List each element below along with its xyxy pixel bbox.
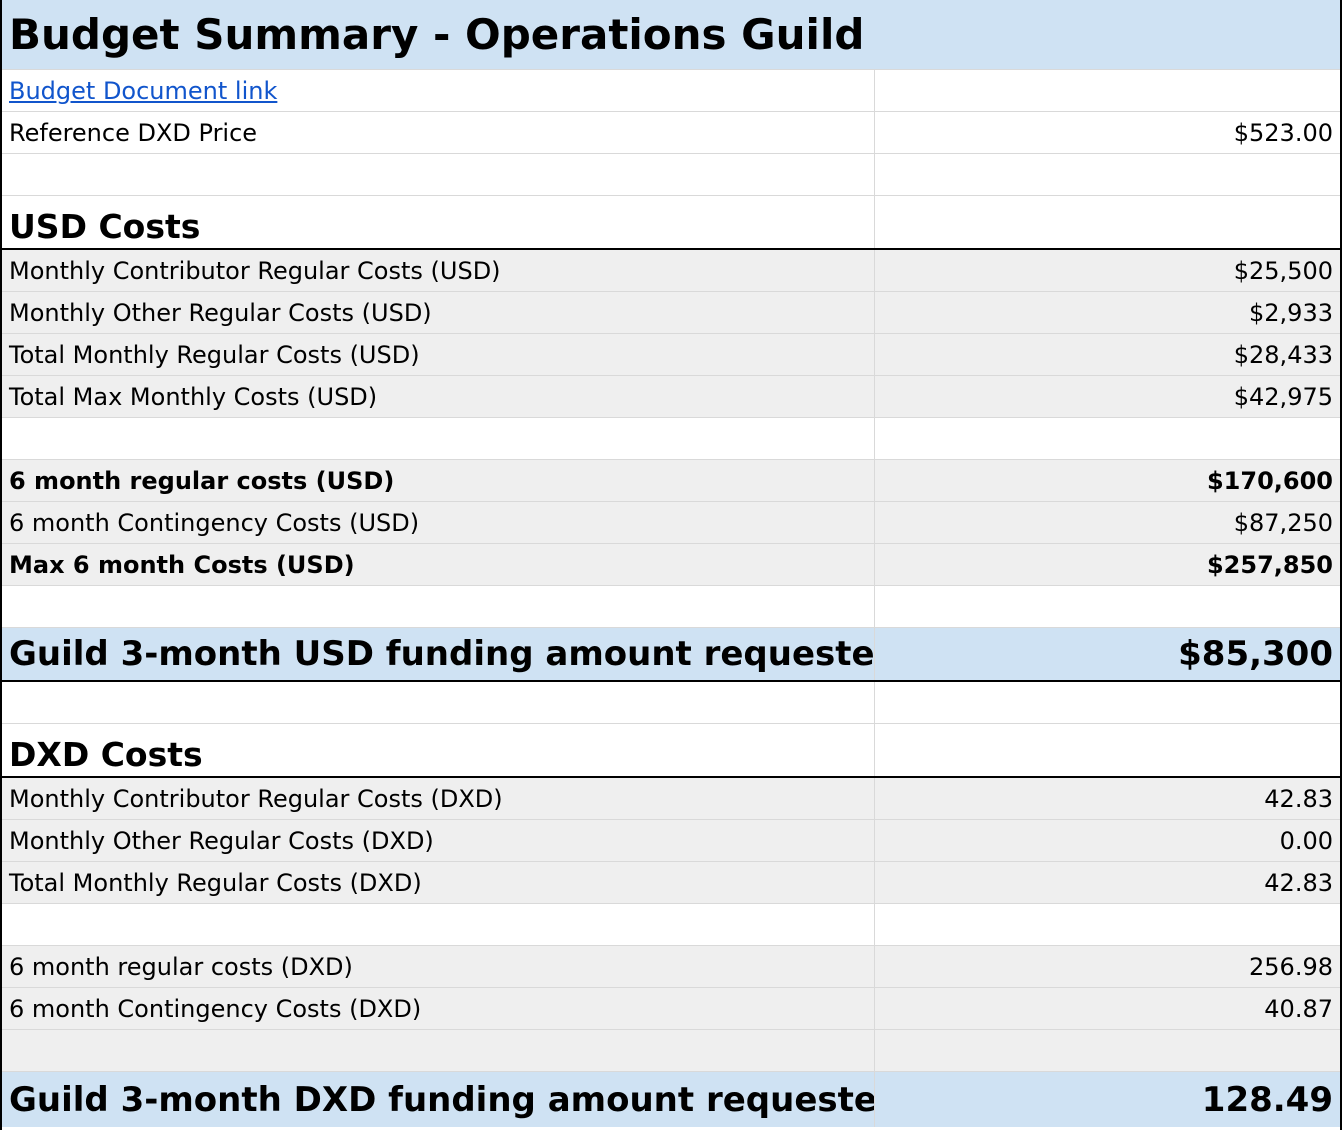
row-label: Monthly Other Regular Costs (USD) (2, 292, 875, 333)
dxd-section-header[interactable]: DXD Costs (2, 724, 1340, 778)
blank-row[interactable] (2, 586, 1340, 628)
row-label: Total Monthly Regular Costs (USD) (2, 334, 875, 375)
table-row[interactable]: 6 month Contingency Costs (USD) $87,250 (2, 502, 1340, 544)
row-value: 256.98 (1249, 952, 1333, 981)
row-label: Max 6 month Costs (USD) (2, 544, 875, 585)
table-row[interactable]: Monthly Other Regular Costs (USD) $2,933 (2, 292, 1340, 334)
ref-price-value: $523.00 (1233, 118, 1333, 147)
row-value: 0.00 (1279, 826, 1333, 855)
dxd-total-value: 128.49 (1201, 1079, 1333, 1120)
row-label: Monthly Other Regular Costs (DXD) (2, 820, 875, 861)
blank-row[interactable] (2, 682, 1340, 724)
row-value: $25,500 (1233, 256, 1333, 285)
row-value: $42,975 (1233, 382, 1333, 411)
usd-section-title: USD Costs (2, 196, 875, 248)
row-label: 6 month regular costs (DXD) (2, 946, 875, 987)
table-row[interactable]: Total Monthly Regular Costs (DXD) 42.83 (2, 862, 1340, 904)
row-value: $28,433 (1233, 340, 1333, 369)
table-row[interactable]: Total Monthly Regular Costs (USD) $28,43… (2, 334, 1340, 376)
usd-total-value: $85,300 (1178, 634, 1333, 674)
blank-row[interactable] (2, 904, 1340, 946)
table-row[interactable]: 6 month regular costs (USD) $170,600 (2, 460, 1340, 502)
row-label: Monthly Contributor Regular Costs (DXD) (2, 778, 875, 819)
dxd-total-row[interactable]: Guild 3-month DXD funding amount request… (2, 1072, 1340, 1127)
blank-row[interactable] (2, 154, 1340, 196)
row-value: $2,933 (1249, 298, 1333, 327)
budget-document-link[interactable]: Budget Document link (9, 76, 278, 105)
sheet-title: Budget Summary - Operations Guild (9, 10, 865, 59)
table-row[interactable]: Total Max Monthly Costs (USD) $42,975 (2, 376, 1340, 418)
usd-total-row[interactable]: Guild 3-month USD funding amount request… (2, 628, 1340, 682)
table-row[interactable]: Monthly Contributor Regular Costs (USD) … (2, 250, 1340, 292)
usd-total-label: Guild 3-month USD funding amount request… (2, 628, 875, 680)
table-row[interactable]: Monthly Contributor Regular Costs (DXD) … (2, 778, 1340, 820)
dxd-section-title: DXD Costs (2, 724, 875, 776)
table-row[interactable]: 6 month regular costs (DXD) 256.98 (2, 946, 1340, 988)
row-value: 40.87 (1264, 994, 1333, 1023)
ref-price-label: Reference DXD Price (2, 112, 875, 153)
usd-section-header[interactable]: USD Costs (2, 196, 1340, 250)
blank-row[interactable] (2, 1030, 1340, 1072)
row-value: $257,850 (1206, 550, 1333, 579)
title-row[interactable]: Budget Summary - Operations Guild (2, 0, 1340, 70)
row-label: 6 month Contingency Costs (USD) (2, 502, 875, 543)
doc-link-row[interactable]: Budget Document link (2, 70, 1340, 112)
ref-price-row[interactable]: Reference DXD Price $523.00 (2, 112, 1340, 154)
row-label: 6 month Contingency Costs (DXD) (2, 988, 875, 1029)
row-label: Total Max Monthly Costs (USD) (2, 376, 875, 417)
row-label: 6 month regular costs (USD) (2, 460, 875, 501)
row-value: $87,250 (1233, 508, 1333, 537)
blank-row[interactable] (2, 418, 1340, 460)
row-value: 42.83 (1264, 784, 1333, 813)
dxd-total-label: Guild 3-month DXD funding amount request… (2, 1072, 875, 1127)
row-value: 42.83 (1264, 868, 1333, 897)
row-label: Total Monthly Regular Costs (DXD) (2, 862, 875, 903)
row-label: Monthly Contributor Regular Costs (USD) (2, 250, 875, 291)
empty-cell[interactable] (875, 70, 1340, 111)
table-row[interactable]: 6 month Contingency Costs (DXD) 40.87 (2, 988, 1340, 1030)
row-value: $170,600 (1206, 466, 1333, 495)
table-row[interactable]: Monthly Other Regular Costs (DXD) 0.00 (2, 820, 1340, 862)
table-row[interactable]: Max 6 month Costs (USD) $257,850 (2, 544, 1340, 586)
